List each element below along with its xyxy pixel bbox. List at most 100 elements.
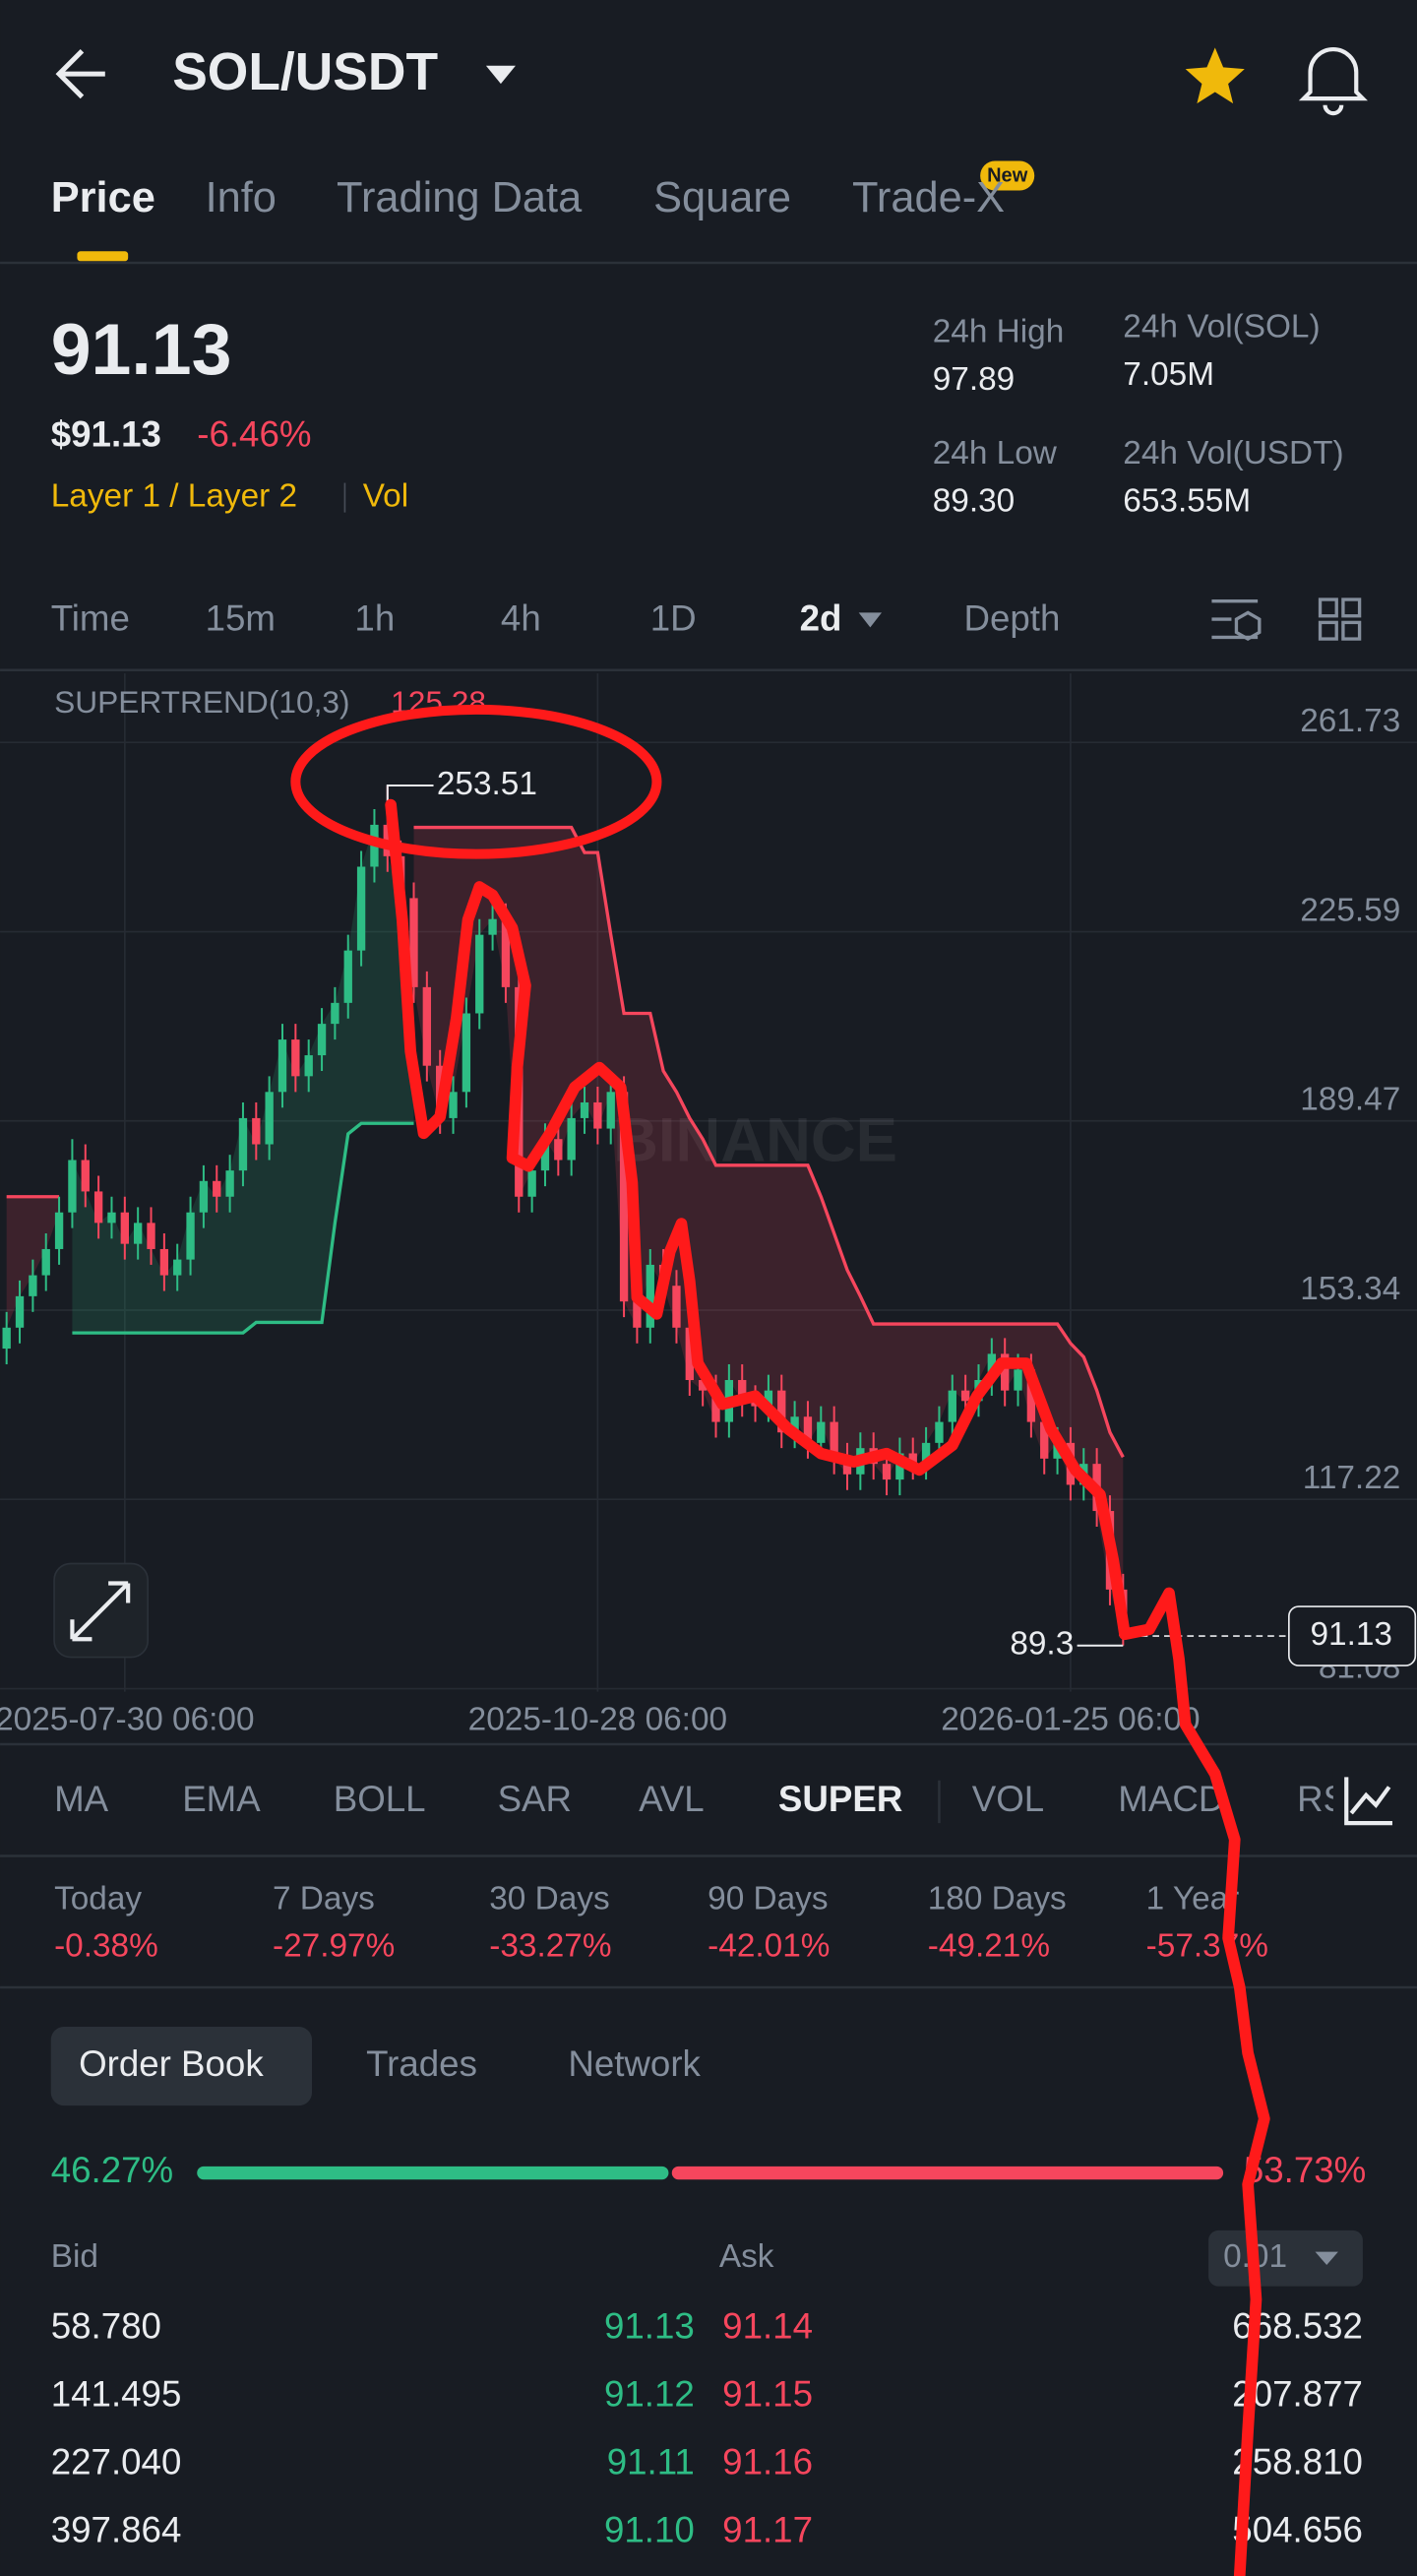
tab[interactable]: Trade-X (852, 174, 1005, 221)
indicator-tab[interactable]: BOLL (334, 1779, 426, 1819)
indicator-tab[interactable]: AVL (639, 1779, 705, 1819)
candle-body (277, 1039, 287, 1093)
chart-type-icon[interactable] (1344, 1777, 1392, 1826)
expand-icon (70, 1581, 131, 1642)
interval-dropdown[interactable] (858, 612, 883, 628)
last-price-label: 91.13 (1311, 1616, 1392, 1653)
candle-body (1001, 1353, 1010, 1391)
candle-body (475, 934, 484, 1014)
candle-body (1014, 1369, 1022, 1391)
column-header: Ask (719, 2238, 774, 2275)
x-tick-label: 2026-01-25 06:00 (941, 1701, 1200, 1737)
tag[interactable]: Vol (363, 477, 408, 514)
alert-bell[interactable] (1298, 47, 1368, 116)
ask-price: 91.15 (722, 2374, 813, 2415)
tab[interactable]: Price (51, 174, 155, 221)
book-tab[interactable]: Network (568, 2043, 701, 2084)
candle-body (527, 1170, 536, 1197)
y-tick-label: 225.59 (1300, 892, 1400, 928)
indicator-tab[interactable]: SUPER (778, 1779, 902, 1819)
x-tick-label: 2025-10-28 06:00 (468, 1701, 727, 1737)
candle-body (317, 1024, 327, 1056)
interval[interactable]: Time (51, 597, 130, 638)
candle-body (213, 1180, 221, 1197)
badge-text: New (987, 165, 1028, 187)
candle-body (567, 1117, 576, 1161)
interval[interactable]: 2d (800, 597, 842, 638)
column-header: Bid (51, 2238, 98, 2275)
candle-body (147, 1223, 155, 1249)
candle-body (449, 1092, 458, 1118)
active-tab-indicator (77, 251, 129, 262)
candle-body (580, 1101, 589, 1118)
price-change: -6.46% (197, 414, 311, 455)
pair-title[interactable]: SOL/USDT (172, 43, 438, 101)
candle-body (935, 1421, 944, 1443)
indicator-tab[interactable]: VOL (972, 1779, 1044, 1819)
candle-body (488, 918, 497, 935)
candle-body (1040, 1421, 1049, 1459)
interval[interactable]: 15m (206, 597, 276, 638)
stat-value: 7.05M (1123, 356, 1214, 393)
stat-value: 653.55M (1123, 482, 1251, 519)
candle-body (619, 1092, 629, 1302)
usd-price: $91.13 (51, 414, 161, 455)
candle-body (738, 1380, 747, 1402)
ask-price: 91.17 (722, 2509, 813, 2549)
ask-amount: 504.656 (1232, 2509, 1363, 2549)
candle-body (593, 1101, 602, 1129)
candle-body (777, 1390, 786, 1433)
stat-label: 24h Vol(USDT) (1123, 435, 1343, 471)
tab[interactable]: Info (206, 174, 277, 221)
tab[interactable]: Trading Data (337, 174, 583, 221)
indicator-tab[interactable]: MACD (1118, 1779, 1224, 1819)
candle-body (291, 1039, 300, 1077)
period-label: 30 Days (489, 1880, 609, 1916)
bid-price: 91.10 (604, 2509, 695, 2549)
period-change: -42.01% (708, 1928, 830, 1965)
bid-amount: 141.495 (51, 2374, 182, 2415)
trend-fill (413, 827, 1124, 1637)
last-price-box (1288, 1605, 1417, 1666)
candle-body (606, 1092, 615, 1129)
y-tick-label: 117.22 (1303, 1460, 1401, 1496)
supertrend-line (6, 825, 1125, 1459)
ask-price: 91.14 (722, 2306, 813, 2347)
hand-drawn-line (385, 798, 1270, 2576)
candle-body (501, 918, 511, 987)
indicator-tab[interactable]: SAR (498, 1779, 572, 1819)
book-tab[interactable]: Order Book (79, 2043, 264, 2084)
candle-body (422, 986, 432, 1066)
tab[interactable]: Square (653, 174, 791, 221)
back-button[interactable] (55, 48, 105, 99)
high-label: 253.51 (437, 766, 537, 802)
ask-amount: 258.810 (1232, 2442, 1363, 2482)
candle-body (960, 1390, 970, 1402)
candle-body (685, 1327, 694, 1381)
period-label: 180 Days (928, 1880, 1067, 1916)
bid-amount: 227.040 (51, 2442, 182, 2482)
layout-icon[interactable] (1318, 597, 1362, 641)
ask-price: 91.16 (722, 2442, 813, 2482)
pair-dropdown[interactable] (485, 65, 516, 85)
indicator-tab[interactable]: MA (54, 1779, 109, 1819)
candle-body (133, 1223, 143, 1244)
stat-label: 24h Low (933, 435, 1058, 471)
supertrend-line (72, 1121, 414, 1335)
ask-ratio: 53.73% (1244, 2150, 1366, 2190)
indicator-name: SUPERTREND(10,3) (54, 684, 350, 720)
interval[interactable]: 1h (354, 597, 395, 638)
book-tab[interactable]: Trades (366, 2043, 477, 2084)
favorite-star[interactable] (1185, 47, 1245, 104)
interval[interactable]: 1D (650, 597, 697, 638)
interval[interactable]: Depth (963, 597, 1060, 638)
tag[interactable]: Layer 1 / Layer 2 (51, 477, 297, 514)
candle-body (790, 1416, 799, 1433)
period-change: -27.97% (273, 1928, 395, 1965)
interval[interactable]: 4h (501, 597, 541, 638)
period-label: 90 Days (708, 1880, 828, 1916)
low-label: 89.3 (1010, 1626, 1074, 1663)
bid-price: 91.13 (604, 2306, 695, 2347)
hand-drawn-circle (290, 704, 662, 859)
indicator-tab[interactable]: EMA (182, 1779, 261, 1819)
